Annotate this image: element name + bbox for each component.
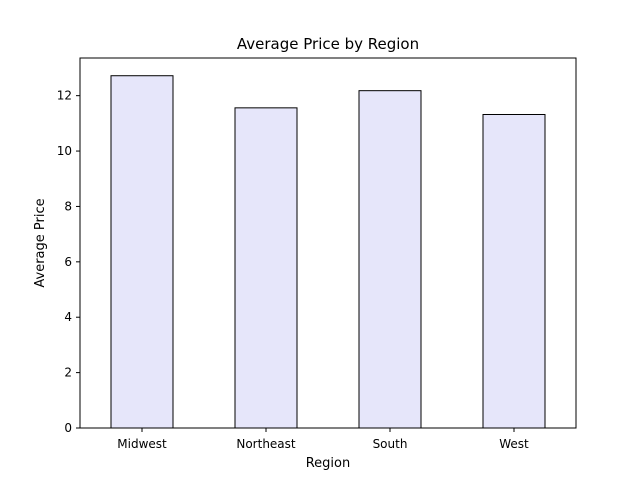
y-tick-label: 6 — [64, 255, 72, 269]
y-tick-label: 2 — [64, 366, 72, 380]
y-tick-label: 12 — [57, 89, 72, 103]
plot-frame — [79, 57, 577, 429]
bar-midwest — [110, 75, 174, 429]
y-tick-label: 10 — [57, 144, 72, 158]
y-tick-label: 4 — [64, 310, 72, 324]
bars-layer — [110, 75, 546, 429]
x-tick-label: South — [373, 437, 408, 451]
y-tick-label: 0 — [64, 421, 72, 435]
bar-northeast — [234, 107, 298, 429]
y-axis-label: Average Price — [33, 198, 48, 287]
x-tick-label: Northeast — [236, 437, 296, 451]
x-axis: Midwest Northeast South West — [117, 428, 529, 451]
x-tick-label: West — [499, 437, 529, 451]
x-axis-label: Region — [306, 456, 351, 471]
bar-west — [482, 113, 546, 429]
x-tick-label: Midwest — [117, 437, 167, 451]
chart-title: Average Price by Region — [237, 35, 419, 53]
bar-south — [358, 90, 422, 429]
y-axis: 0 2 4 6 8 10 12 — [57, 89, 80, 435]
y-tick-label: 8 — [64, 199, 72, 213]
